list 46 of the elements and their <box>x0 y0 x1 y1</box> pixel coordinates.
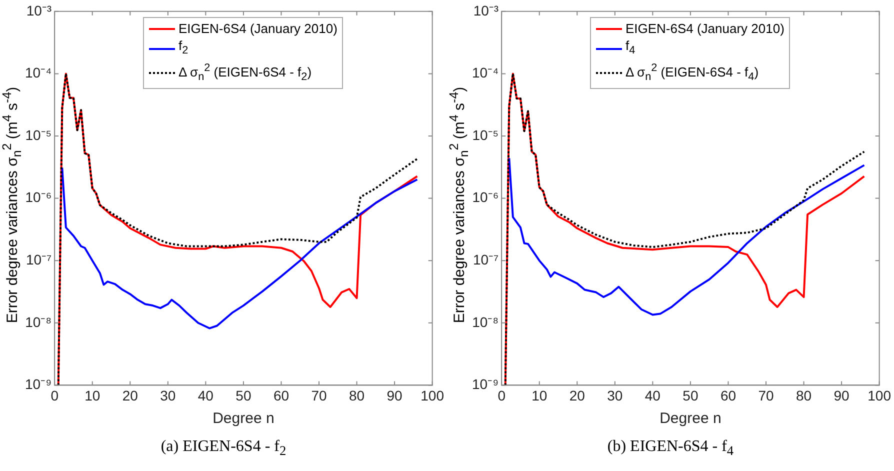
legend-label: f$_{2}$ <box>178 37 188 59</box>
y-tick-label: 10⁻³ <box>26 2 52 18</box>
x-tick-label: 0 <box>50 387 59 404</box>
x-tick-label: 90 <box>386 387 403 404</box>
legend-label: EIGEN-6S4 (January 2010) <box>178 20 338 38</box>
y-tick-label: 10⁻⁶ <box>25 189 52 206</box>
x-tick-label: 30 <box>607 387 623 404</box>
x-tick-label: 100 <box>868 387 892 404</box>
x-axis-title: Degree n <box>212 410 274 428</box>
x-tick-label: 60 <box>720 387 736 404</box>
x-tick-label: 70 <box>311 387 327 404</box>
y-tick-label: 10⁻⁴ <box>24 64 52 81</box>
x-tick-label: 40 <box>644 387 661 404</box>
x-tick-label: 40 <box>198 387 214 404</box>
y-tick-label: 10⁻⁹ <box>472 376 499 392</box>
x-tick-label: 70 <box>758 387 774 404</box>
y-tick-label: 10⁻⁵ <box>25 126 52 143</box>
legend-label: f$_{4}$ <box>625 37 636 59</box>
x-tick-label: 60 <box>273 387 290 404</box>
legend-label: Δ σ$_{n}$$^{2}$ (EIGEN-6S4 - f$_{4}$) <box>625 60 759 85</box>
x-tick-label: 80 <box>796 387 812 404</box>
y-tick-label: 10⁻⁵ <box>472 126 499 143</box>
x-tick-label: 90 <box>834 387 850 404</box>
x-tick-label: 100 <box>420 387 444 404</box>
y-tick-label: 10⁻⁷ <box>472 251 499 268</box>
legend-label: Δ σ$_{n}$$^{2}$ (EIGEN-6S4 - f$_{2}$) <box>178 60 312 85</box>
y-tick-label: 10⁻⁷ <box>26 251 52 268</box>
y-tick-label: 10⁻⁶ <box>472 189 499 206</box>
x-tick-label: 20 <box>122 387 138 404</box>
x-tick-label: 0 <box>498 387 506 404</box>
x-axis-title: Degree n <box>660 410 722 428</box>
y-tick-label: 10⁻³ <box>473 2 499 18</box>
x-tick-label: 20 <box>569 387 586 404</box>
text: (a) EIGEN-6S4 - f$_{2}$ <box>160 438 288 460</box>
x-tick-label: 50 <box>682 387 698 404</box>
x-tick-label: 10 <box>84 387 100 404</box>
text: (b) EIGEN-6S4 - f$_{4}$ <box>606 438 735 460</box>
y-tick-label: 10⁻⁸ <box>472 314 499 330</box>
x-tick-label: 30 <box>160 387 176 404</box>
y-tick-label: 10⁻⁸ <box>25 314 52 330</box>
x-tick-label: 50 <box>236 387 252 404</box>
y-tick-label: 10⁻⁹ <box>25 376 52 392</box>
x-tick-label: 80 <box>348 387 365 404</box>
x-tick-label: 10 <box>532 387 548 404</box>
legend-label: EIGEN-6S4 (January 2010) <box>625 20 784 38</box>
y-tick-label: 10⁻⁴ <box>472 64 499 81</box>
